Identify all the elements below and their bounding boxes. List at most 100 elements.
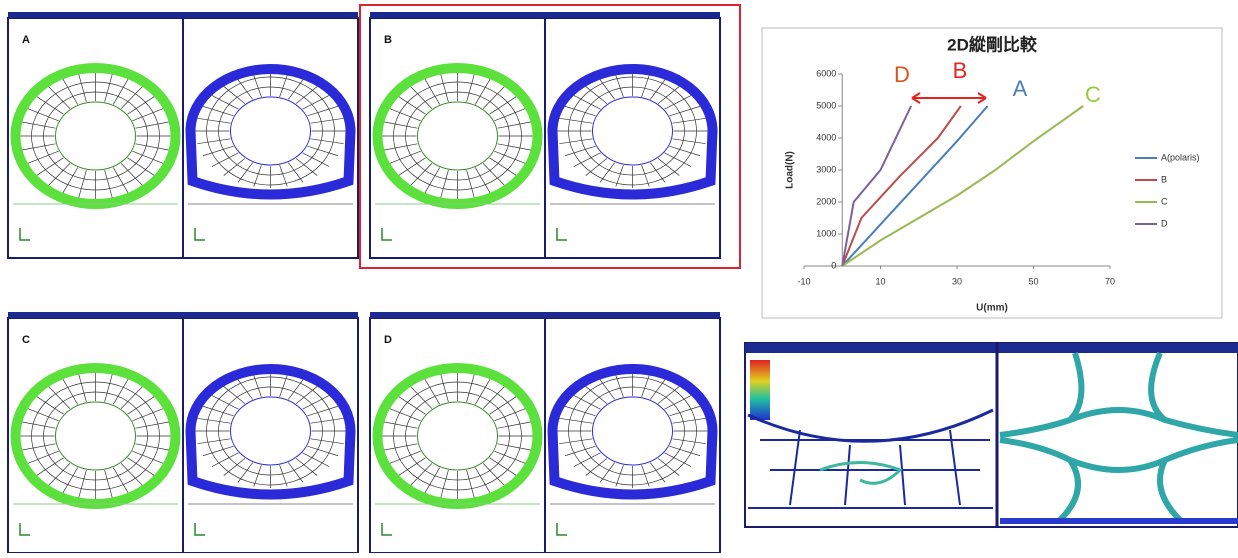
- legend-label: C: [1161, 196, 1168, 206]
- series-line: [841, 105, 962, 267]
- spoke: [197, 117, 231, 124]
- spoke: [307, 105, 339, 117]
- spoke: [202, 105, 234, 117]
- series-line: [841, 105, 989, 267]
- legend-label: D: [1161, 218, 1168, 228]
- spoke: [295, 86, 318, 104]
- x-axis-label: U(mm): [976, 303, 1008, 314]
- spoke: [295, 158, 318, 176]
- panel-label: D: [384, 334, 392, 346]
- panel-label: B: [384, 34, 392, 46]
- result-image: [744, 342, 1238, 528]
- cell-ring: [43, 391, 148, 481]
- spoke: [127, 396, 155, 415]
- cell-ring: [405, 91, 510, 181]
- chart-title: 2D縱剛比較: [947, 34, 1038, 54]
- spoke: [657, 86, 680, 104]
- spoke: [669, 105, 701, 117]
- triad: [19, 228, 30, 241]
- spoke: [302, 152, 330, 167]
- spoke: [62, 379, 79, 405]
- spoke: [585, 386, 608, 404]
- spoke: [466, 74, 475, 102]
- y-tick-label: 6000: [816, 68, 836, 78]
- spoke: [641, 75, 650, 97]
- annotation: B: [953, 58, 968, 83]
- spoke: [307, 405, 339, 417]
- chart-frame: [761, 27, 1223, 319]
- spoke: [104, 470, 113, 498]
- panel: A: [7, 12, 359, 259]
- spoke: [489, 157, 517, 176]
- spoke: [573, 395, 601, 410]
- rim: [417, 401, 498, 471]
- spoke: [474, 79, 491, 105]
- spoke: [424, 79, 441, 105]
- y-tick-label: 1000: [816, 228, 836, 238]
- tire-ring: [10, 363, 181, 509]
- spoke: [389, 408, 421, 422]
- spoke: [615, 375, 624, 397]
- spoke: [497, 421, 531, 429]
- spoke: [36, 457, 64, 476]
- spoke: [657, 158, 680, 176]
- cell-ring: [580, 86, 685, 176]
- spoke: [615, 165, 624, 187]
- spoke: [202, 405, 234, 417]
- panel: C: [7, 312, 359, 554]
- spoke: [78, 470, 87, 498]
- spoke: [112, 79, 129, 105]
- spoke: [559, 138, 593, 145]
- tire-ring: [10, 63, 181, 209]
- spoke: [22, 143, 56, 151]
- viewport-header: [545, 12, 720, 18]
- rim: [55, 101, 136, 171]
- spoke: [202, 145, 234, 157]
- cell-ring: [393, 381, 522, 491]
- y-tick-label: 4000: [816, 132, 836, 142]
- spoke: [494, 450, 526, 464]
- spoke: [664, 95, 692, 110]
- spoke: [197, 417, 231, 424]
- viewport-header: [370, 312, 545, 318]
- tire-ring: [372, 63, 543, 209]
- annotation: C: [1085, 82, 1101, 107]
- spoke: [197, 438, 231, 445]
- spoke: [62, 167, 79, 193]
- spoke: [279, 375, 288, 397]
- spoke: [104, 74, 113, 102]
- series-line: [841, 105, 913, 267]
- rim: [592, 396, 673, 466]
- x-tick-label: 50: [1028, 276, 1038, 286]
- annotation: D: [894, 62, 910, 87]
- y-tick-label: 2000: [816, 196, 836, 206]
- spoke: [132, 408, 164, 422]
- spoke: [489, 457, 517, 476]
- viewport: [369, 17, 546, 259]
- spoke: [104, 170, 113, 198]
- spoke: [573, 452, 601, 467]
- triad: [381, 228, 392, 241]
- spoke: [474, 167, 491, 193]
- x-tick-label: 10: [875, 276, 885, 286]
- spoke: [664, 152, 692, 167]
- spoke: [135, 421, 169, 429]
- spoke: [279, 465, 288, 487]
- spoke: [641, 165, 650, 187]
- spoke: [641, 465, 650, 487]
- legend-label: A(polaris): [1161, 152, 1200, 162]
- spoke: [573, 95, 601, 110]
- panel: B: [369, 12, 721, 259]
- spoke: [497, 443, 531, 451]
- viewport-header: [183, 312, 358, 318]
- spoke: [22, 443, 56, 451]
- spoke: [398, 457, 426, 476]
- spoke: [384, 121, 418, 129]
- x-tick-label: 30: [952, 276, 962, 286]
- spoke: [669, 405, 701, 417]
- spoke: [302, 452, 330, 467]
- panel-label: A: [22, 34, 30, 46]
- spoke: [672, 138, 706, 145]
- y-tick-label: 0: [831, 260, 836, 270]
- spoke: [564, 405, 596, 417]
